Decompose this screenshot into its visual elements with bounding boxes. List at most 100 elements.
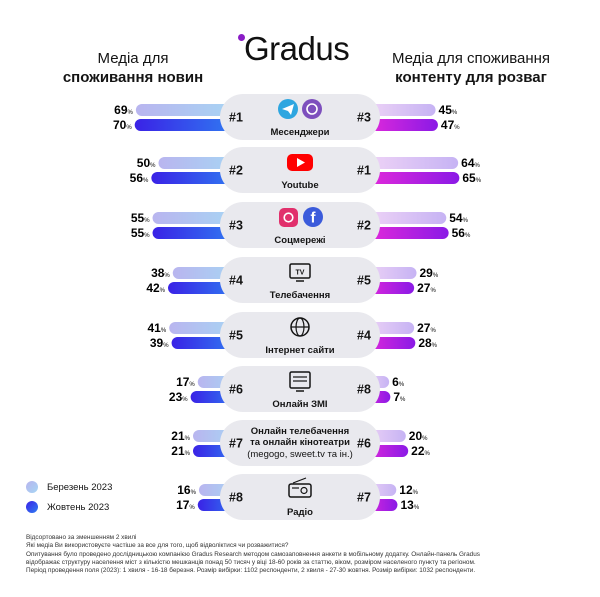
viber-phone (306, 103, 318, 115)
value-label: 56% (130, 171, 149, 185)
news-rank: #2 (229, 164, 243, 178)
value-unit: % (430, 328, 436, 334)
category-name: Youtube (281, 180, 318, 191)
category-pill (220, 94, 380, 140)
news-march-bar (135, 104, 240, 116)
category-pill (220, 202, 380, 248)
value-number: 56 (452, 226, 466, 240)
value-number: 39 (150, 336, 164, 350)
value-number: 41 (148, 321, 162, 335)
value-number: 54 (449, 211, 463, 225)
value-label: 21% (171, 444, 190, 458)
news-rank: #3 (229, 219, 243, 233)
right-header-line2: контенту для розваг (395, 69, 547, 86)
value-label: 12% (399, 483, 418, 497)
news-rank: #5 (229, 329, 243, 343)
online-media-icon (289, 371, 311, 389)
news-rank: #6 (229, 383, 243, 397)
value-label: 56% (452, 226, 471, 240)
value-number: 64 (461, 156, 475, 170)
value-label: 23% (169, 390, 188, 404)
value-label: 21% (171, 429, 190, 443)
category-name: Месенджери (271, 127, 330, 138)
value-label: 27% (417, 321, 436, 335)
value-label: 39% (150, 336, 169, 350)
footer-line: відображає структуру населення міст з кі… (26, 558, 476, 566)
value-number: 17 (176, 375, 190, 389)
news-october-bar (151, 172, 240, 184)
news-march-bar (158, 157, 240, 169)
category-pill (220, 420, 380, 466)
value-number: 21 (171, 429, 185, 443)
instagram-facebook-icons: f (279, 207, 323, 227)
value-number: 6 (392, 375, 399, 389)
legend-october-label: Жовтень 2023 (47, 501, 110, 513)
value-label: 13% (400, 498, 419, 512)
value-label: 42% (146, 281, 165, 295)
value-number: 65 (462, 171, 476, 185)
ent-rank: #4 (357, 329, 371, 343)
value-number: 38 (151, 266, 165, 280)
value-label: 65% (462, 171, 481, 185)
value-number: 16 (177, 483, 191, 497)
value-unit: % (191, 490, 197, 496)
value-unit: % (476, 178, 482, 184)
value-label: 69% (114, 103, 133, 117)
left-header: Медіа для споживання новин (38, 49, 228, 87)
value-label: 6% (392, 375, 405, 389)
value-number: 22 (411, 444, 425, 458)
tv-icon: TV (289, 263, 311, 282)
news-october-bar (134, 119, 240, 131)
value-unit: % (425, 451, 431, 457)
value-unit: % (430, 288, 436, 294)
ent-rank: #2 (357, 219, 371, 233)
ent-march-bar (360, 157, 459, 169)
ent-october-bar (360, 119, 438, 131)
value-number: 55 (131, 226, 145, 240)
ent-rank: #5 (357, 274, 371, 288)
facebook-icon (303, 207, 323, 227)
news-march-bar (152, 212, 240, 224)
value-unit: % (164, 273, 170, 279)
value-unit: % (160, 288, 166, 294)
value-number: 50 (137, 156, 151, 170)
value-number: 70 (113, 118, 127, 132)
logo-dot (238, 34, 245, 41)
viber-icon (302, 99, 322, 119)
value-label: 17% (176, 375, 195, 389)
legend-march-label: Березень 2023 (47, 481, 113, 493)
value-unit: % (144, 218, 150, 224)
value-number: 42 (146, 281, 160, 295)
value-unit: % (126, 125, 132, 131)
value-number: 69 (114, 103, 128, 117)
value-label: 70% (113, 118, 132, 132)
value-unit: % (161, 328, 167, 334)
instagram-icon (279, 208, 298, 227)
ent-rank: #3 (357, 111, 371, 125)
value-number: 20 (409, 429, 423, 443)
value-number: 45 (439, 103, 453, 117)
value-label: 64% (461, 156, 480, 170)
ent-march-bar (360, 212, 447, 224)
facebook-glyph: f (311, 210, 317, 227)
value-unit: % (432, 343, 438, 349)
category-name: (megogo, sweet.tv та ін.) (247, 449, 353, 460)
value-unit: % (128, 110, 134, 116)
value-label: 22% (411, 444, 430, 458)
radio-icon (288, 477, 312, 498)
value-unit: % (150, 163, 156, 169)
value-label: 38% (151, 266, 170, 280)
news-rank: #8 (229, 491, 243, 505)
left-header-line2: споживання новин (62, 69, 204, 86)
value-label: 20% (409, 429, 428, 443)
value-number: 27 (417, 321, 431, 335)
category-name: Телебачення (270, 290, 330, 301)
value-unit: % (454, 125, 460, 131)
value-number: 23 (169, 390, 183, 404)
youtube-icon (287, 154, 313, 171)
online-media-icon (289, 371, 311, 392)
value-unit: % (189, 505, 195, 511)
category-name: та онлайн кінотеатри (250, 437, 350, 448)
instagram-lens (283, 212, 294, 223)
category-pill (220, 312, 380, 358)
